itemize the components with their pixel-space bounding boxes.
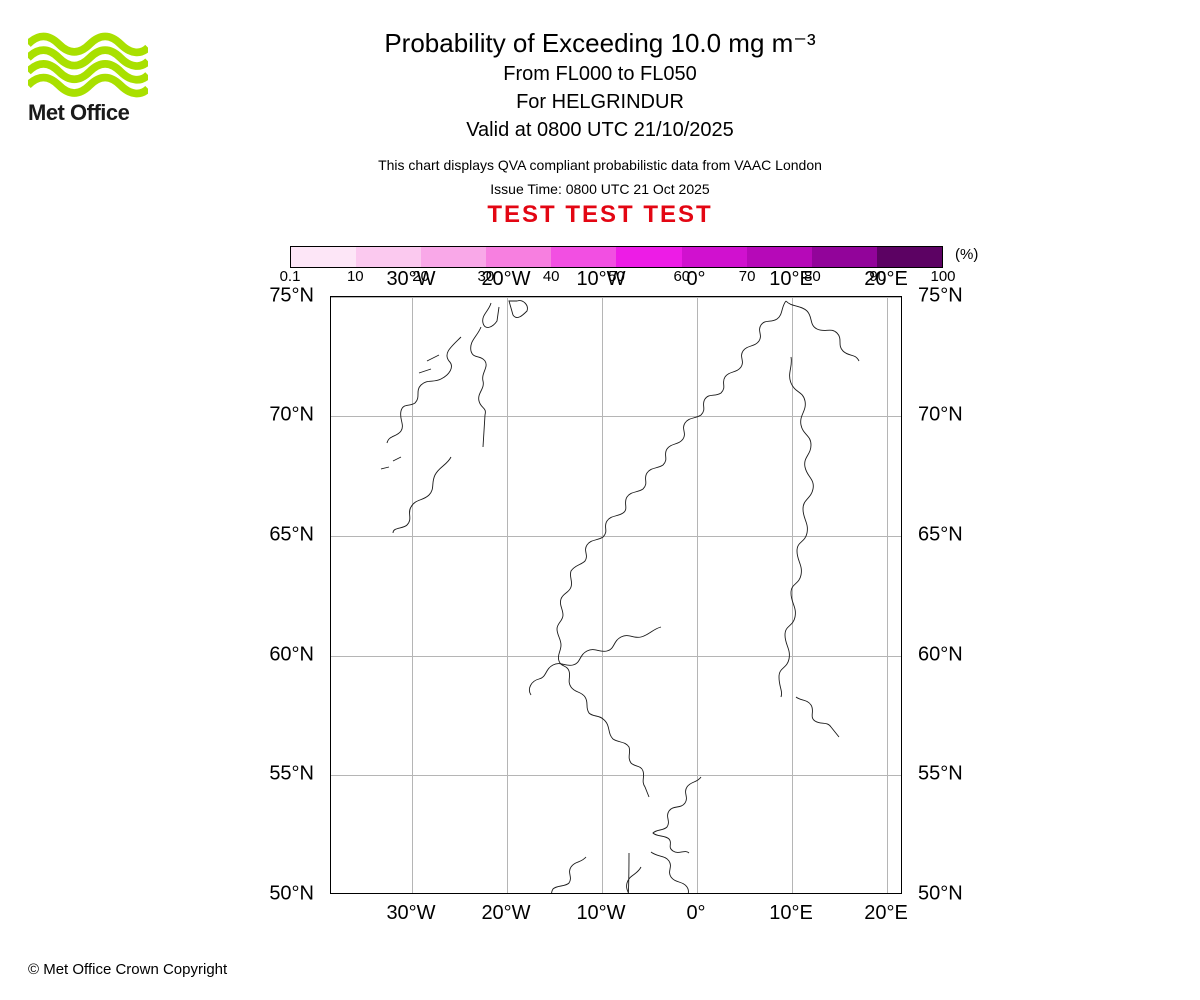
lat-label-right-60degN: 60°N bbox=[918, 644, 963, 667]
lat-label-right-55degN: 55°N bbox=[918, 763, 963, 786]
lat-label-left-75degN: 75°N bbox=[252, 285, 314, 308]
colorbar-segment-7 bbox=[747, 247, 812, 267]
sub-title-line3: Valid at 0800 UTC 21/10/2025 bbox=[0, 117, 1200, 143]
map-bottom-lon-labels: 30°W 20°W 10°W 0° 10°E 20°E bbox=[330, 902, 902, 928]
lat-label-right-75degN: 75°N bbox=[918, 285, 963, 308]
issue-time-text: Issue Time: 0800 UTC 21 Oct 2025 bbox=[0, 181, 1200, 197]
main-title: Probability of Exceeding 10.0 mg m⁻³ bbox=[0, 28, 1200, 59]
lat-label-right-65degN: 65°N bbox=[918, 524, 963, 547]
map-frame[interactable] bbox=[330, 296, 902, 894]
colorbar-segment-4 bbox=[551, 247, 616, 267]
lat-label-left-65degN: 65°N bbox=[252, 524, 314, 547]
colorbar-unit-label: (%) bbox=[955, 246, 978, 263]
colorbar-tick-0.1: 0.1 bbox=[280, 268, 301, 285]
colorbar-segment-6 bbox=[682, 247, 747, 267]
colorbar-gradient bbox=[290, 246, 943, 268]
map-left-lat-labels: 75°N 70°N 65°N 60°N 55°N 50°N bbox=[252, 296, 322, 894]
lat-label-left-55degN: 55°N bbox=[252, 763, 314, 786]
qva-probability-chart: Met Office Probability of Exceeding 10.0… bbox=[0, 0, 1200, 1000]
colorbar-tick-100: 100 bbox=[930, 268, 955, 285]
colorbar-segment-3 bbox=[486, 247, 551, 267]
lon-label-top-10°E: 10°E bbox=[769, 268, 813, 291]
lon-label-top-20°W: 20°W bbox=[481, 268, 530, 291]
lat-label-right-50degN: 50°N bbox=[918, 883, 963, 906]
colorbar-segment-5 bbox=[616, 247, 681, 267]
colorbar-segment-1 bbox=[356, 247, 421, 267]
lon-label-bottom-20°W: 20°W bbox=[481, 902, 530, 925]
footer-copyright: © Met Office Crown Copyright bbox=[28, 961, 227, 978]
lon-label-bottom-20°E: 20°E bbox=[864, 902, 908, 925]
colorbar-segment-8 bbox=[812, 247, 877, 267]
disclaimer-text: This chart displays QVA compliant probab… bbox=[0, 157, 1200, 173]
map-top-lon-labels: 30°W 20°W 10°W 0° 10°E 20°E bbox=[330, 268, 902, 294]
map-container[interactable]: 30°W 20°W 10°W 0° 10°E 20°E 30°W 20°W 10°W 0° 10°… bbox=[330, 296, 902, 894]
lat-label-left-60degN: 60°N bbox=[252, 644, 314, 667]
title-block: Probability of Exceeding 10.0 mg m⁻³ Fro… bbox=[0, 22, 1200, 229]
lon-label-bottom-0°: 0° bbox=[686, 902, 705, 925]
lon-label-top-20°E: 20°E bbox=[864, 268, 908, 291]
lon-label-bottom-30°W: 30°W bbox=[386, 902, 435, 925]
lon-label-bottom-10°E: 10°E bbox=[769, 902, 813, 925]
lat-label-right-70degN: 70°N bbox=[918, 404, 963, 427]
colorbar-segment-9 bbox=[877, 247, 942, 267]
coastline-paths bbox=[331, 297, 902, 894]
lon-label-bottom-10°W: 10°W bbox=[576, 902, 625, 925]
lon-label-top-0°: 0° bbox=[686, 268, 705, 291]
sub-title-line2: For HELGRINDUR bbox=[0, 89, 1200, 115]
lat-label-left-70degN: 70°N bbox=[252, 404, 314, 427]
lon-label-top-10°W: 10°W bbox=[576, 268, 625, 291]
lon-label-top-30°W: 30°W bbox=[386, 268, 435, 291]
colorbar-segment-0 bbox=[291, 247, 356, 267]
lat-label-left-50degN: 50°N bbox=[252, 883, 314, 906]
colorbar-segment-2 bbox=[421, 247, 486, 267]
sub-title-line1: From FL000 to FL050 bbox=[0, 61, 1200, 87]
map-right-lat-labels: 75°N 70°N 65°N 60°N 55°N 50°N bbox=[910, 296, 980, 894]
test-banner-text: TEST TEST TEST bbox=[0, 201, 1200, 229]
